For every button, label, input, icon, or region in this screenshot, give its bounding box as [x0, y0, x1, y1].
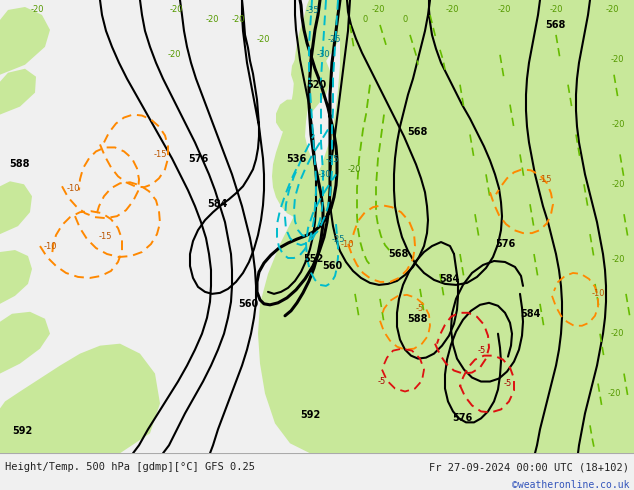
Text: -20: -20 [372, 5, 385, 15]
Text: -5: -5 [504, 379, 512, 388]
Text: -20: -20 [611, 329, 624, 338]
Text: -20: -20 [611, 254, 624, 264]
Text: -25: -25 [327, 35, 340, 45]
Text: 576: 576 [495, 239, 515, 249]
Text: 560: 560 [322, 261, 342, 271]
Text: -10: -10 [43, 242, 57, 250]
Text: -20: -20 [256, 35, 269, 45]
Text: -30: -30 [317, 170, 331, 179]
Text: -15: -15 [98, 232, 112, 241]
Polygon shape [0, 181, 32, 234]
Text: 552: 552 [303, 254, 323, 264]
Polygon shape [460, 276, 540, 339]
Polygon shape [0, 250, 32, 304]
Text: -20: -20 [605, 5, 619, 15]
Text: -5: -5 [478, 346, 486, 355]
Text: 0: 0 [363, 15, 368, 24]
Text: -20: -20 [607, 389, 621, 398]
Text: 592: 592 [300, 411, 320, 420]
Polygon shape [0, 7, 50, 74]
Text: 576: 576 [188, 154, 208, 164]
Text: 568: 568 [407, 127, 427, 138]
Text: -30: -30 [316, 50, 330, 59]
Text: Fr 27-09-2024 00:00 UTC (18+102): Fr 27-09-2024 00:00 UTC (18+102) [429, 462, 629, 472]
Text: -20: -20 [169, 5, 183, 15]
Text: -20: -20 [30, 5, 44, 15]
Text: 0: 0 [403, 15, 408, 24]
Text: ©weatheronline.co.uk: ©weatheronline.co.uk [512, 480, 629, 490]
Text: -20: -20 [497, 5, 511, 15]
Text: -10: -10 [66, 184, 80, 193]
Polygon shape [0, 69, 36, 115]
Polygon shape [291, 52, 330, 115]
Polygon shape [492, 326, 540, 366]
Text: -5: -5 [416, 304, 424, 313]
Text: 584: 584 [207, 199, 227, 209]
Text: 588: 588 [407, 314, 427, 324]
Text: 576: 576 [452, 414, 472, 423]
Text: -20: -20 [611, 55, 624, 64]
Text: 584: 584 [520, 309, 540, 319]
Text: -5: -5 [378, 377, 386, 386]
Text: 568: 568 [545, 20, 565, 30]
Polygon shape [0, 343, 160, 453]
Text: -25: -25 [325, 155, 339, 164]
Text: -20: -20 [205, 15, 219, 24]
Polygon shape [534, 294, 634, 453]
Text: 568: 568 [388, 249, 408, 259]
Text: 584: 584 [439, 274, 459, 284]
Polygon shape [276, 99, 304, 134]
Text: Height/Temp. 500 hPa [gdmp][°C] GFS 0.25: Height/Temp. 500 hPa [gdmp][°C] GFS 0.25 [5, 462, 255, 472]
Text: -20: -20 [611, 120, 624, 129]
Text: 520: 520 [306, 80, 326, 90]
Text: 536: 536 [286, 154, 306, 164]
Polygon shape [272, 0, 360, 218]
Text: -20: -20 [167, 50, 181, 59]
Text: -20: -20 [445, 5, 459, 15]
Text: -15: -15 [153, 150, 167, 159]
Text: 588: 588 [10, 159, 30, 170]
Text: -20: -20 [231, 15, 245, 24]
Text: -15: -15 [538, 175, 552, 184]
Text: 560: 560 [238, 299, 258, 309]
Text: -10: -10 [340, 240, 354, 248]
Text: -10: -10 [592, 290, 605, 298]
Text: -20: -20 [347, 165, 361, 174]
Text: -35: -35 [305, 6, 319, 16]
Text: -20: -20 [549, 5, 563, 15]
Polygon shape [258, 0, 634, 453]
Text: -20: -20 [611, 180, 624, 189]
Text: 592: 592 [12, 426, 32, 436]
Polygon shape [0, 312, 50, 373]
Text: -25: -25 [331, 235, 345, 244]
